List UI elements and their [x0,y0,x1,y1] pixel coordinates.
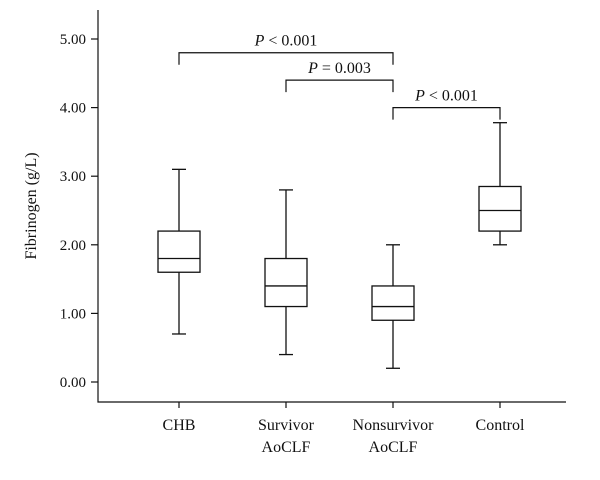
p-value-text: < 0.001 [425,88,478,105]
category-label-line: Nonsurvivor [353,417,435,434]
box-group [264,189,308,356]
y-ticks: 0.00 1.00 2.00 3.00 4.00 5.00 [60,32,98,391]
box-group [157,168,201,335]
significance-bracket: P < 0.001 [392,88,501,120]
p-symbol: P [307,60,318,77]
axes [97,10,566,403]
boxes [157,122,522,369]
category-label-line: CHB [163,417,196,434]
category-label-line: Control [476,417,525,434]
iqr-box [371,285,415,321]
y-tick-label: 0.00 [60,375,86,391]
category-label-line: AoCLF [369,439,418,456]
box-group [371,244,415,369]
category-label: CHB [163,417,196,434]
category-label-line: Survivor [258,417,315,434]
bracket-line [392,107,501,120]
category-label: Nonsurvivor AoCLF [353,417,435,456]
category-label: Survivor AoCLF [258,417,315,456]
p-value-label: P < 0.001 [414,88,478,105]
p-symbol: P [414,88,425,105]
iqr-box [478,185,522,232]
significance-bracket: P < 0.001 [178,33,394,65]
p-value-text: < 0.001 [264,33,317,50]
category-label: Control [476,417,525,434]
p-value-label: P = 0.003 [307,60,371,77]
category-labels: CHB Survivor AoCLF Nonsurvivor AoCLF Control [163,402,525,456]
p-symbol: P [254,33,265,50]
y-tick-label: 3.00 [60,169,86,185]
iqr-box [157,230,201,273]
y-tick-label: 1.00 [60,306,86,322]
iqr-box [264,257,308,308]
y-tick-label: 2.00 [60,238,86,254]
category-label-line: AoCLF [262,439,311,456]
bracket-line [285,79,394,93]
y-tick-label: 4.00 [60,101,86,117]
box-group [478,122,522,246]
axis-frame [97,10,566,403]
p-value-text: = 0.003 [318,60,371,77]
y-tick-label: 5.00 [60,32,86,48]
y-axis-label: Fibrinogen (g/L) [23,152,40,259]
p-value-label: P < 0.001 [254,33,318,50]
bracket-line [178,52,394,65]
significance-bracket: P = 0.003 [285,60,394,93]
